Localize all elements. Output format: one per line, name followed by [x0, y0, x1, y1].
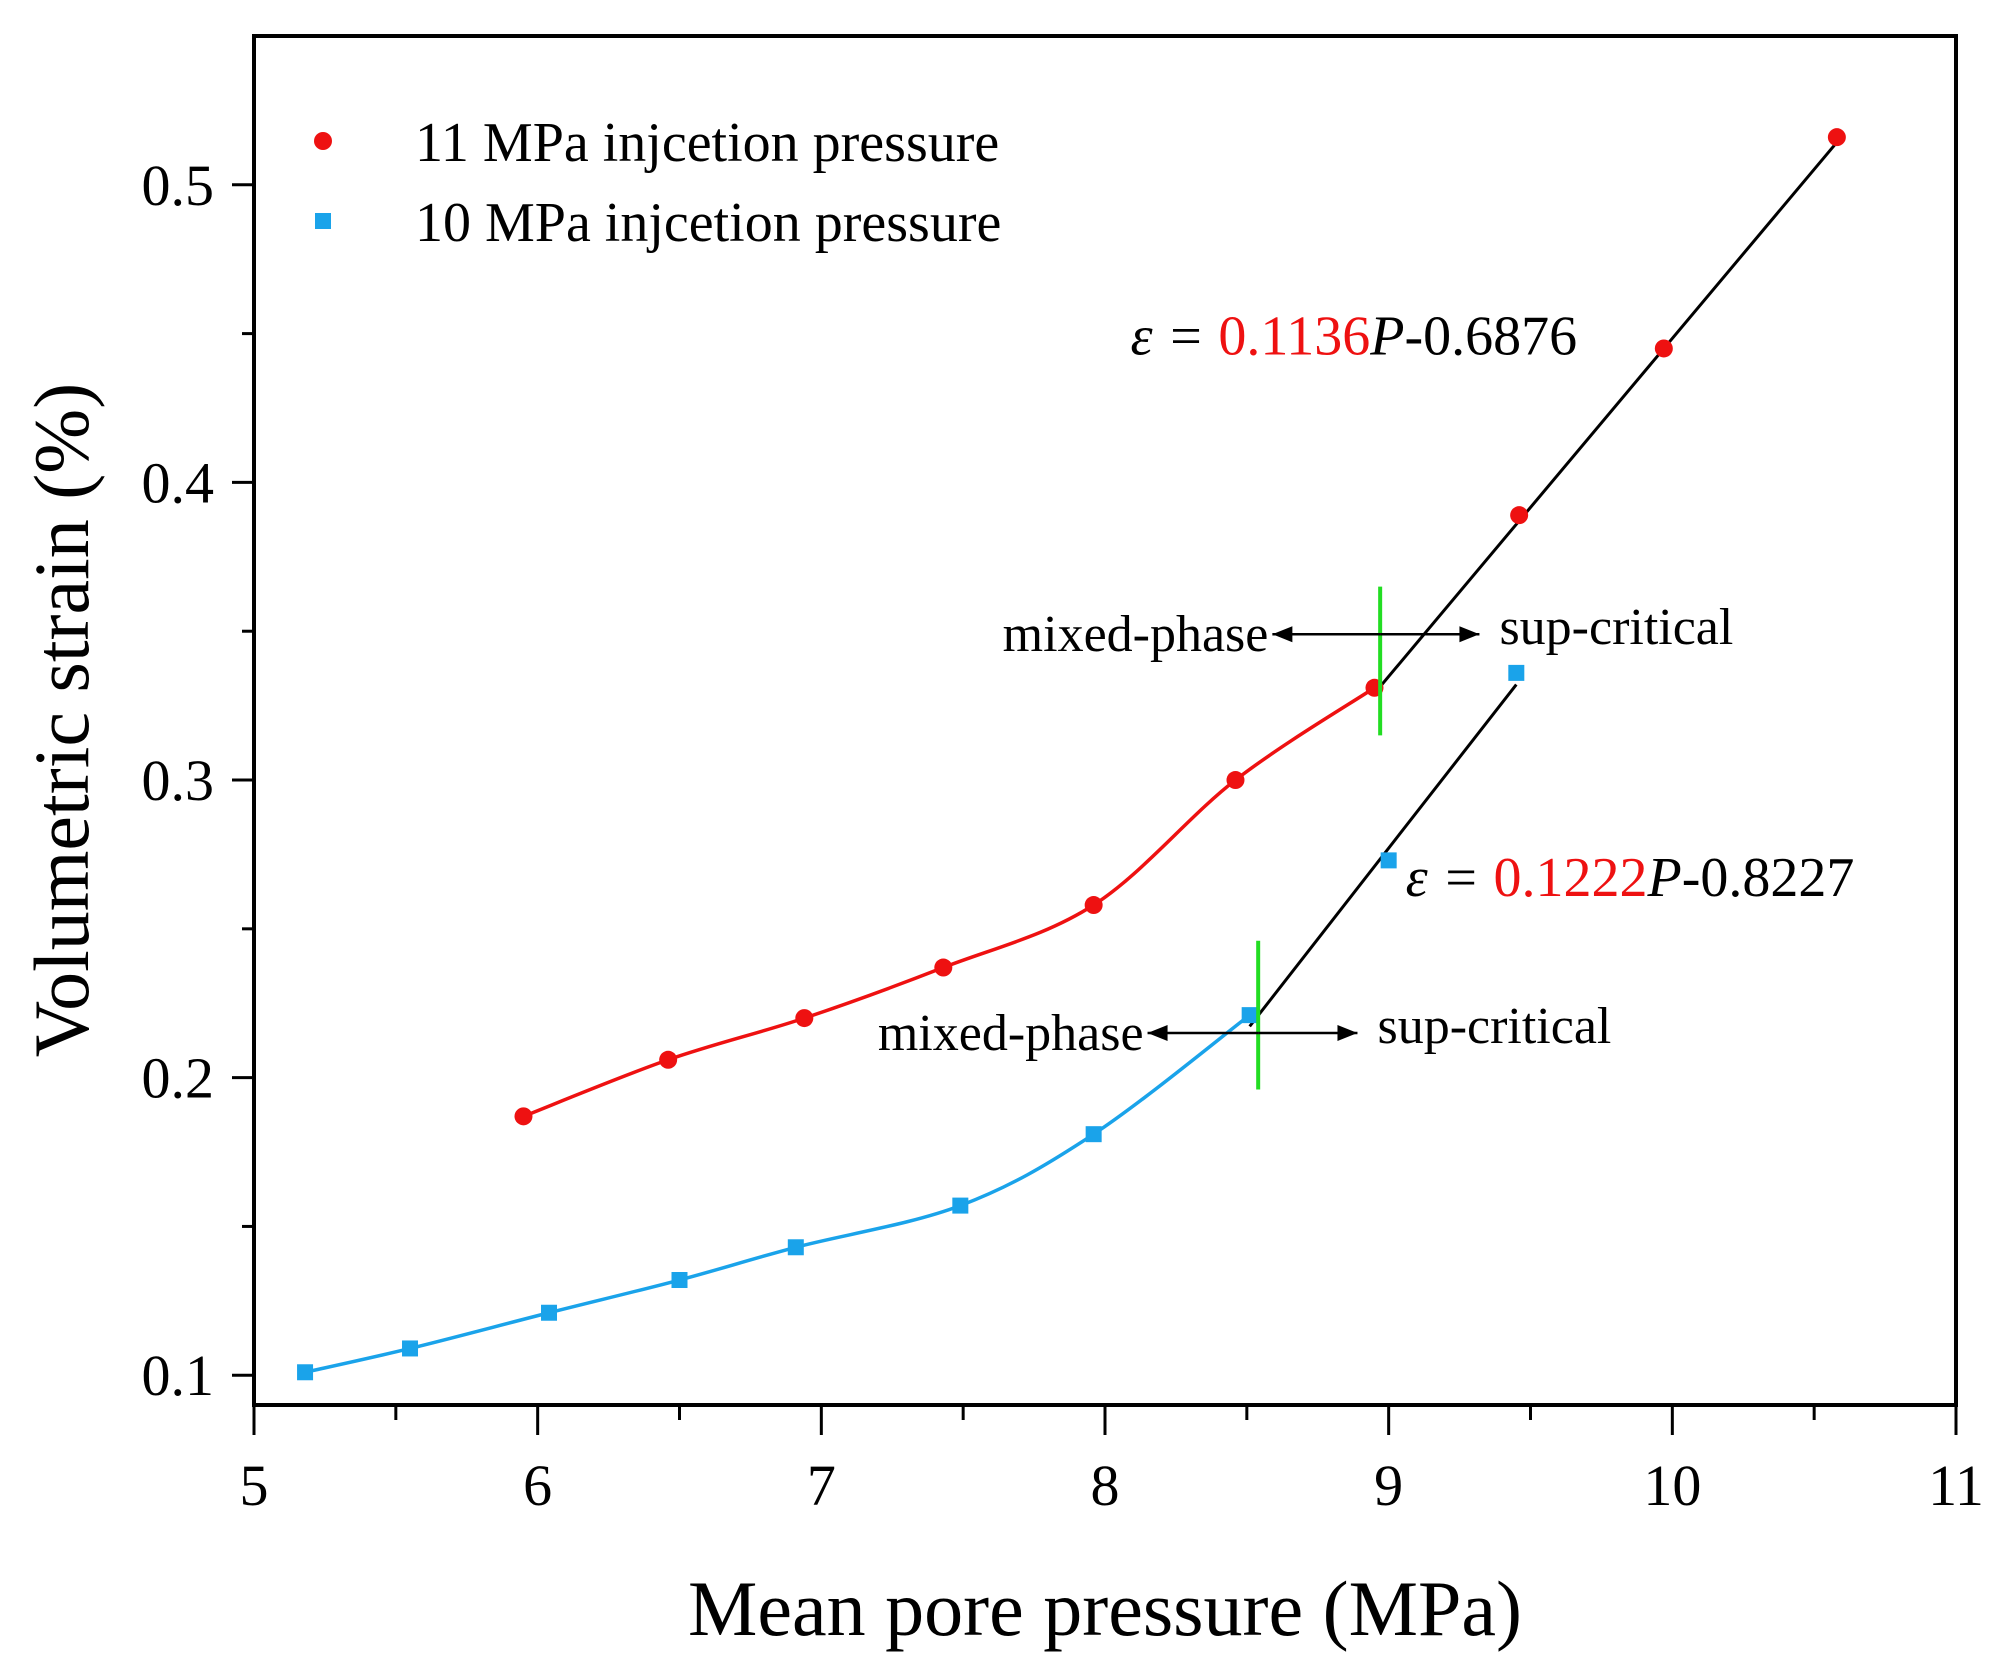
x-tick-label: 6: [523, 1453, 552, 1518]
x-tick-label: 10: [1643, 1453, 1701, 1518]
x-tick-label: 8: [1091, 1453, 1120, 1518]
equation-slope: 0.1136: [1218, 306, 1370, 368]
data-point: [541, 1304, 558, 1321]
equation-slope: 0.1222: [1494, 847, 1648, 909]
x-tick-label: 7: [807, 1453, 836, 1518]
equation-variable: P: [1369, 306, 1404, 368]
axes: 5 6 7 8 9 10 11 0.1 0.2 0.3 0.4 0.5: [142, 34, 1984, 1518]
fit-equation: ε = 0.1136P-0.6876: [1131, 306, 1578, 368]
equation-intercept: -0.8227: [1682, 847, 1855, 909]
legend-marker-circle: [314, 132, 332, 150]
x-tick-label: 5: [240, 1453, 269, 1518]
fit-equation: ε = 0.1222P-0.8227: [1406, 847, 1855, 909]
y-tick-label: 0.4: [142, 450, 215, 515]
y-tick-label: 0.5: [142, 153, 215, 218]
y-tick-label: 0.3: [142, 748, 215, 813]
data-point: [1827, 128, 1846, 147]
data-point: [934, 958, 953, 977]
sup-critical-label: sup-critical: [1499, 599, 1733, 656]
data-point: [402, 1340, 419, 1357]
mixed-phase-label: mixed-phase: [878, 1005, 1144, 1062]
series-10mpa: mixed-phase sup-critical ε = 0.1222P-0.822…: [297, 664, 1855, 1381]
legend-label: 11 MPa injcetion pressure: [415, 112, 999, 174]
legend-marker-square: [315, 213, 331, 229]
y-axis-title: Volumetric strain (%): [18, 383, 105, 1057]
data-point: [1508, 664, 1525, 681]
data-point: [1226, 771, 1245, 790]
x-tick-label: 11: [1928, 1453, 1984, 1518]
sup-critical-label: sup-critical: [1377, 998, 1611, 1055]
data-point: [795, 1009, 814, 1028]
linear-fit-line: [1373, 141, 1839, 695]
data-point: [1380, 852, 1397, 869]
legend: 11 MPa injcetion pressure 10 MPa injcetio…: [314, 112, 1001, 254]
data-point: [514, 1107, 533, 1126]
x-axis-title: Mean pore pressure (MPa): [688, 1565, 1522, 1652]
equation-intercept: -0.6876: [1405, 306, 1578, 368]
y-tick-label: 0.1: [142, 1343, 215, 1408]
legend-label: 10 MPa injcetion pressure: [415, 192, 1001, 254]
data-point: [671, 1272, 688, 1289]
equation-epsilon: ε =: [1131, 306, 1219, 368]
equation-variable: P: [1647, 847, 1682, 909]
equation-epsilon: ε =: [1406, 847, 1494, 909]
data-point: [952, 1197, 969, 1214]
x-tick-label: 9: [1374, 1453, 1403, 1518]
mixed-phase-label: mixed-phase: [1003, 606, 1269, 663]
data-point: [1510, 506, 1529, 525]
data-point: [1654, 339, 1673, 358]
data-point: [1084, 896, 1103, 915]
y-tick-label: 0.2: [142, 1046, 215, 1111]
data-point: [659, 1050, 678, 1069]
data-point: [1241, 1007, 1258, 1024]
data-point: [787, 1239, 804, 1256]
data-point: [297, 1364, 314, 1381]
data-point: [1085, 1126, 1102, 1143]
